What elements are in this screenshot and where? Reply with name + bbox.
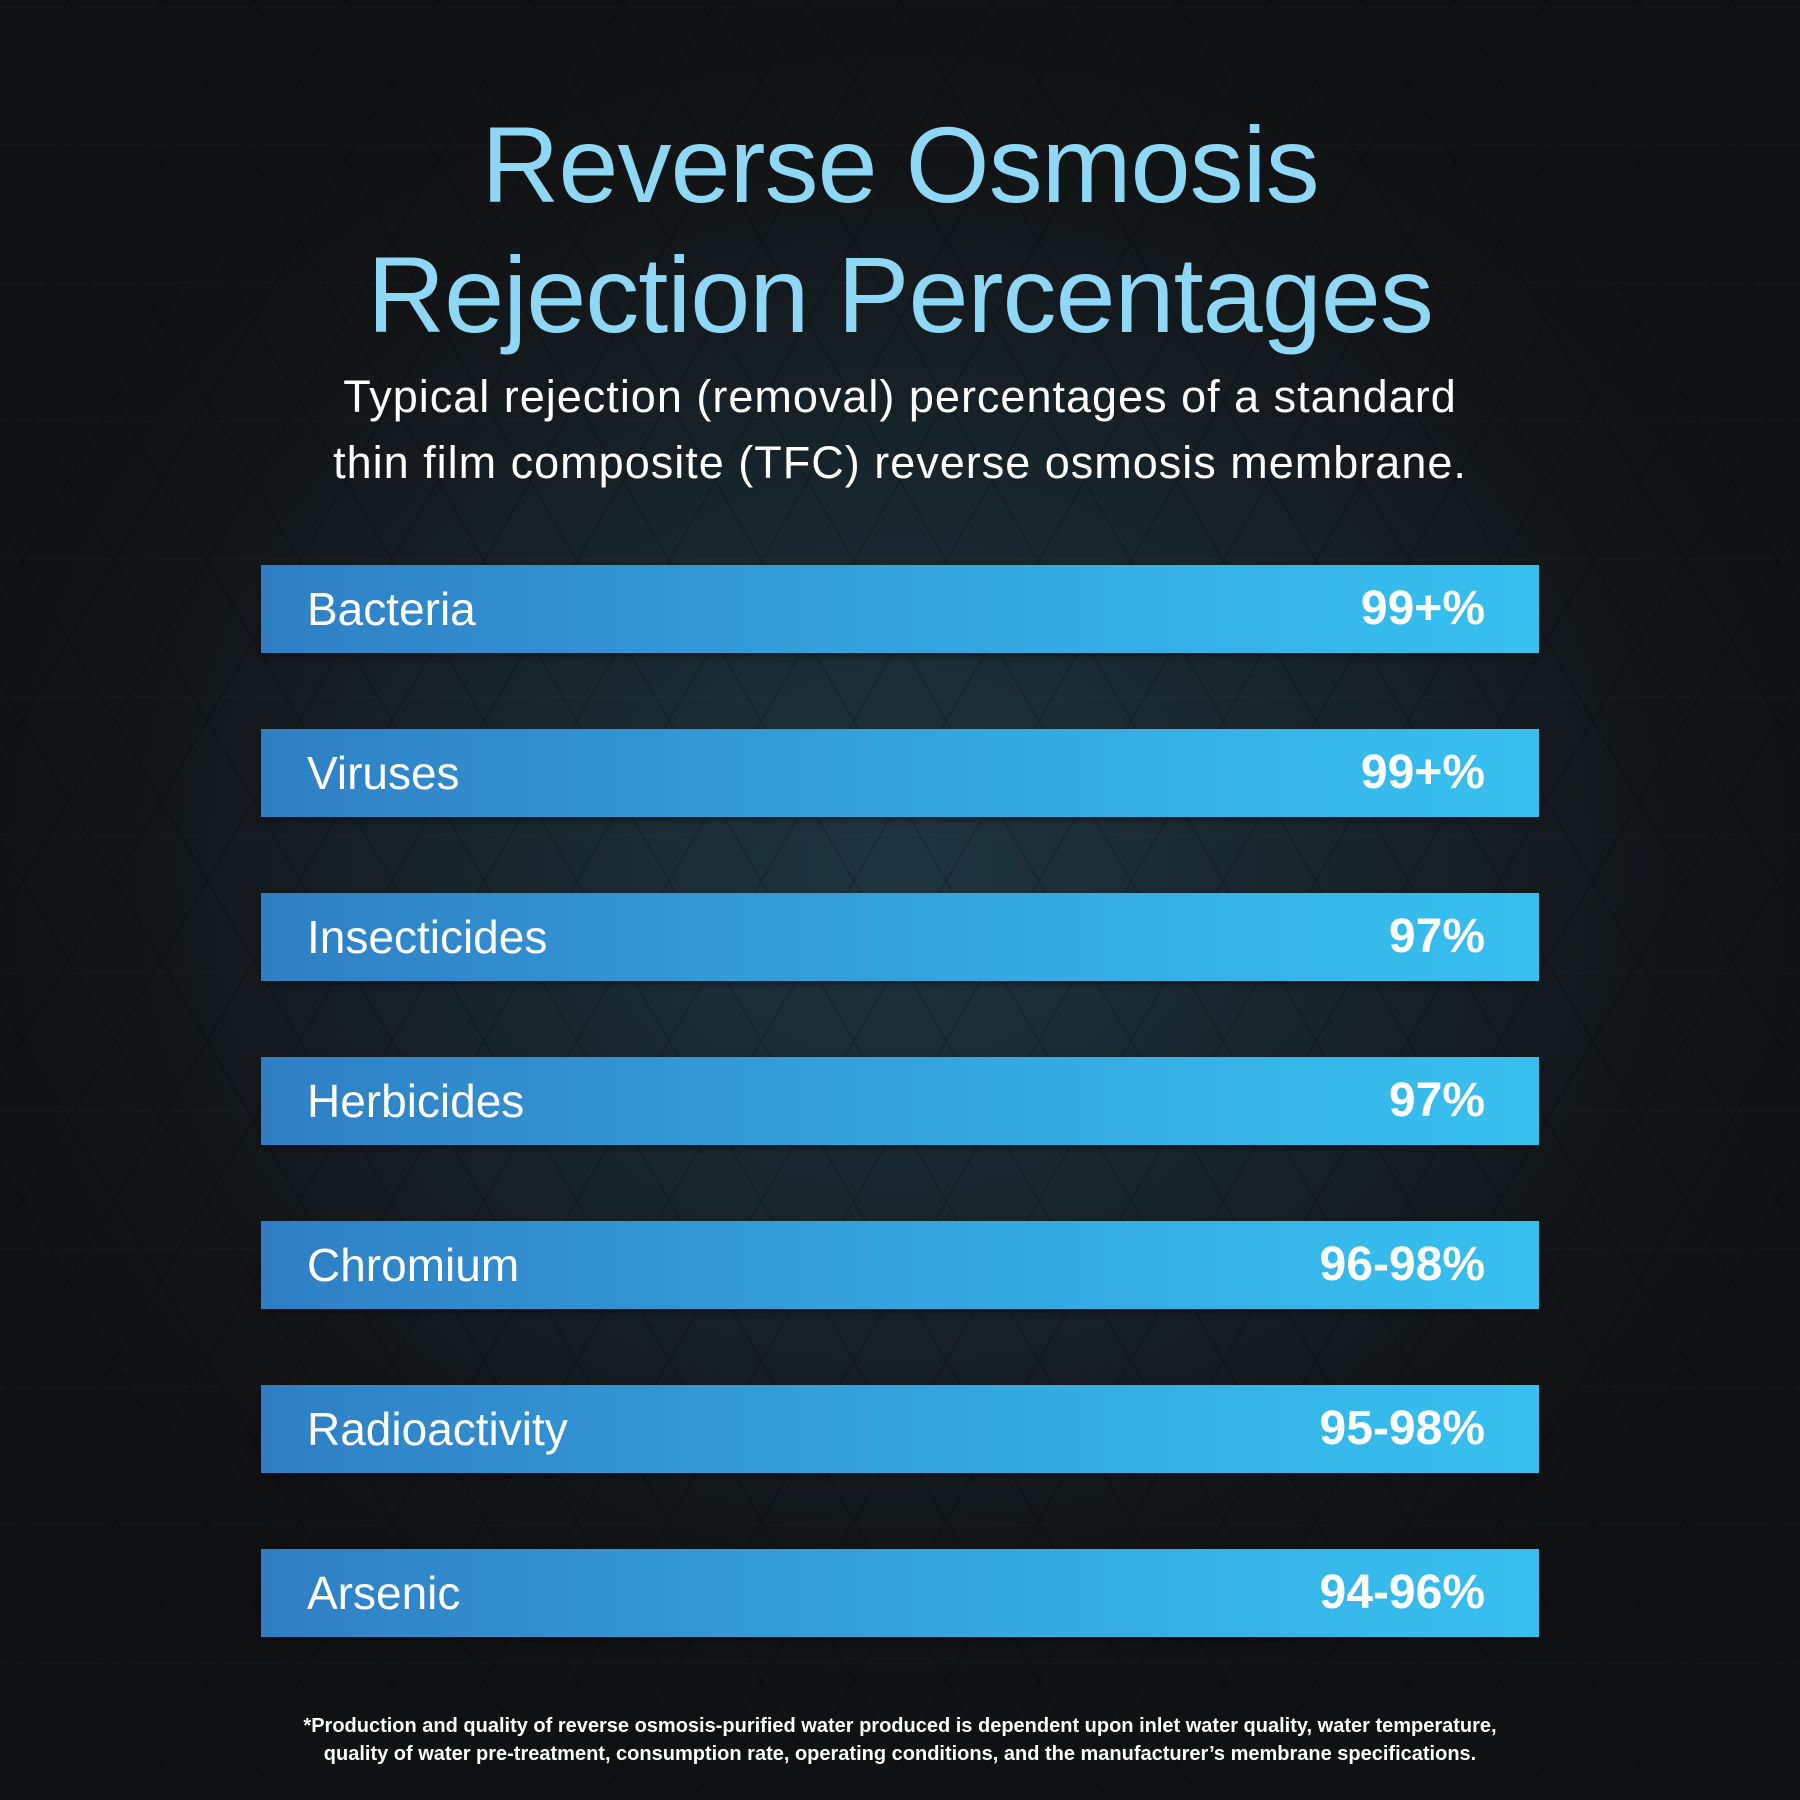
subtitle: Typical rejection (removal) percentages …	[0, 364, 1800, 496]
rejection-row: Chromium 96-98%	[261, 1221, 1539, 1309]
rejection-row: Bacteria 99+%	[261, 565, 1539, 653]
page-title: Reverse Osmosis Rejection Percentages	[0, 100, 1800, 360]
row-value: 97%	[1388, 910, 1485, 963]
row-label: Viruses	[307, 747, 460, 799]
row-value: 95-98%	[1319, 1402, 1485, 1455]
rejection-row: Insecticides 97%	[261, 893, 1539, 981]
rejection-row: Viruses 99+%	[261, 729, 1539, 817]
row-label: Radioactivity	[307, 1403, 568, 1455]
rejection-row: Arsenic 94-96%	[261, 1549, 1539, 1637]
row-label: Herbicides	[307, 1075, 525, 1127]
row-value: 99+%	[1360, 746, 1485, 799]
title-line: Rejection Percentages	[367, 234, 1434, 355]
row-value: 96-98%	[1319, 1238, 1485, 1291]
row-value: 97%	[1388, 1074, 1485, 1127]
row-label: Chromium	[307, 1239, 520, 1291]
footnote-line: *Production and quality of reverse osmos…	[303, 1715, 1497, 1737]
row-value: 94-96%	[1319, 1566, 1485, 1619]
row-label: Arsenic	[307, 1567, 461, 1619]
title-line: Reverse Osmosis	[481, 104, 1319, 225]
row-label: Bacteria	[307, 583, 476, 635]
footnote-line: quality of water pre-treatment, consumpt…	[323, 1743, 1477, 1765]
subtitle-line: Typical rejection (removal) percentages …	[343, 371, 1457, 422]
footnote: *Production and quality of reverse osmos…	[0, 1712, 1800, 1768]
subtitle-line: thin film composite (TFC) reverse osmosi…	[333, 437, 1467, 488]
row-value: 99+%	[1360, 582, 1485, 635]
row-label: Insecticides	[307, 911, 548, 963]
rejection-row: Radioactivity 95-98%	[261, 1385, 1539, 1473]
rejection-row: Herbicides 97%	[261, 1057, 1539, 1145]
